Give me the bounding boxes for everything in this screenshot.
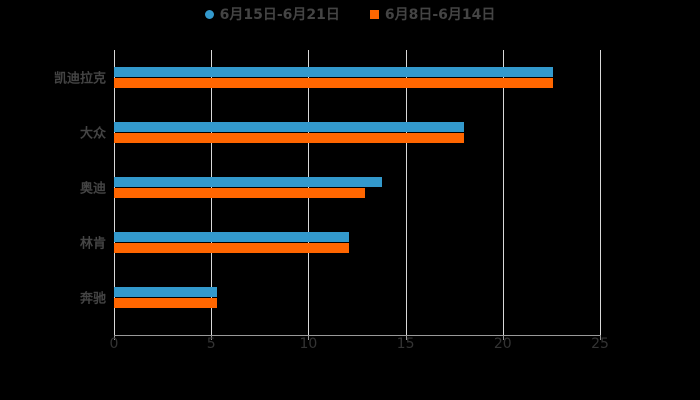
x-tick-label: 20 bbox=[493, 336, 512, 352]
x-tick-label: 15 bbox=[396, 336, 415, 352]
square-marker-icon bbox=[369, 9, 379, 19]
x-axis-line bbox=[114, 335, 601, 336]
axis-tick bbox=[308, 335, 310, 340]
category-label: 奥迪 bbox=[79, 181, 106, 197]
legend-label: 6月8日-6月14日 bbox=[384, 7, 496, 23]
bar-1[interactable] bbox=[114, 287, 218, 297]
gridline bbox=[405, 50, 407, 335]
bar-2[interactable] bbox=[114, 243, 350, 253]
axis-tick bbox=[502, 335, 504, 340]
category-label: 凯迪拉克 bbox=[53, 71, 106, 87]
axis-tick bbox=[211, 335, 213, 340]
category-label: 大众 bbox=[79, 126, 106, 142]
bar-1[interactable] bbox=[114, 67, 554, 77]
bar-2[interactable] bbox=[114, 78, 554, 88]
bar-1[interactable] bbox=[114, 122, 464, 132]
x-tick-label: 10 bbox=[299, 336, 318, 352]
circle-marker-icon bbox=[204, 9, 214, 19]
bar-2[interactable] bbox=[114, 188, 365, 198]
legend-label: 6月15日-6月21日 bbox=[219, 7, 340, 23]
bar-1[interactable] bbox=[114, 232, 350, 242]
gridline bbox=[502, 50, 504, 335]
x-tick-label: 25 bbox=[591, 336, 609, 352]
bar-2[interactable] bbox=[114, 298, 218, 308]
gridline bbox=[600, 50, 601, 335]
legend-item-series-2[interactable]: 6月8日-6月14日 bbox=[369, 4, 496, 24]
category-label: 奔驰 bbox=[79, 291, 106, 307]
bar-1[interactable] bbox=[114, 177, 383, 187]
bar-2[interactable] bbox=[114, 133, 464, 143]
category-label: 林肯 bbox=[79, 236, 106, 252]
x-tick-label: 0 bbox=[109, 336, 119, 352]
axis-tick bbox=[600, 335, 601, 340]
axis-tick bbox=[114, 335, 115, 340]
x-tick-label: 5 bbox=[206, 336, 216, 352]
chart-legend: 6月15日-6月21日 6月8日-6月14日 bbox=[0, 4, 700, 24]
axis-tick bbox=[405, 335, 407, 340]
legend-item-series-1[interactable]: 6月15日-6月21日 bbox=[204, 4, 340, 24]
